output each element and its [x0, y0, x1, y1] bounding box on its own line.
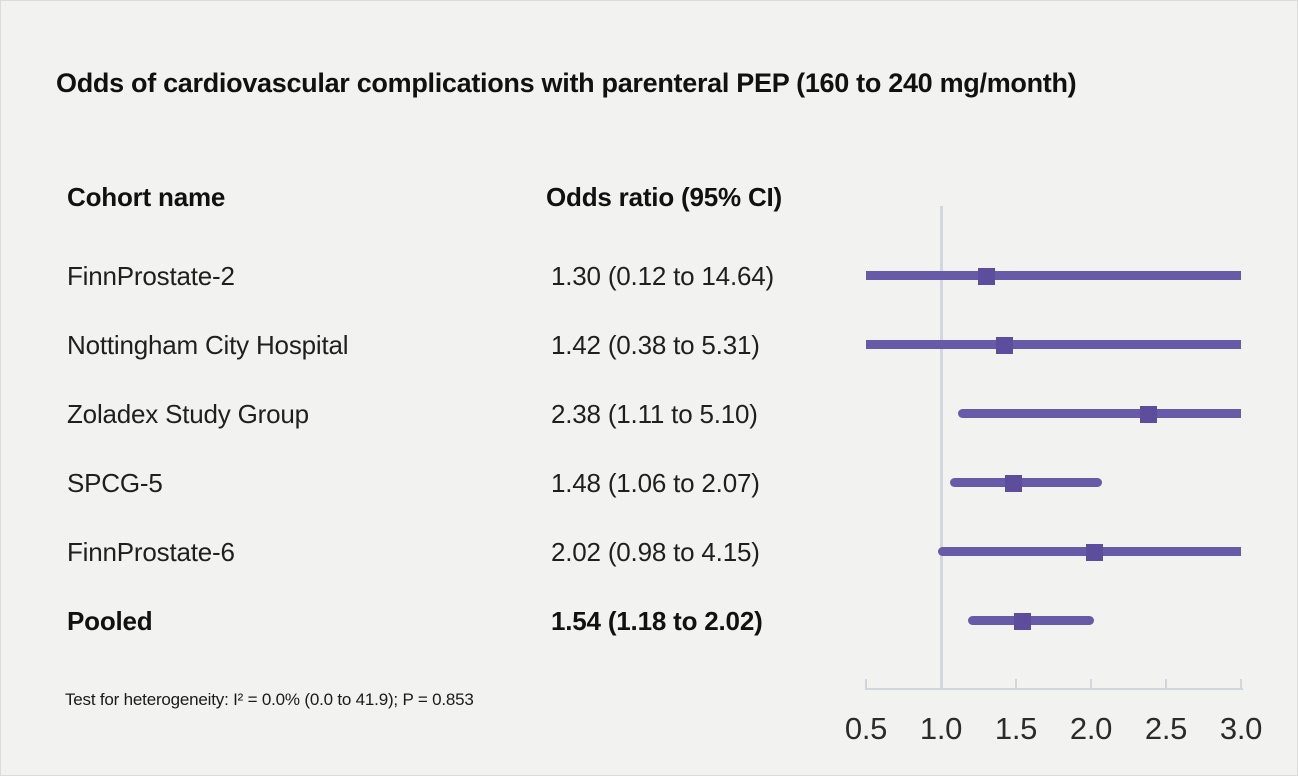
- cohort-label: SPCG-5: [67, 468, 163, 498]
- chart-title: Odds of cardiovascular complications wit…: [56, 68, 1077, 98]
- ci-bar: [866, 271, 1241, 280]
- x-axis-tick: [1090, 679, 1092, 690]
- point-estimate-marker: [1139, 405, 1157, 423]
- x-axis-tick-label: 1.5: [994, 711, 1038, 746]
- x-axis-tick: [1015, 679, 1017, 690]
- x-axis-tick: [940, 679, 942, 690]
- cohort-label: FinnProstate-6: [67, 537, 235, 567]
- x-axis-tick-label: 1.0: [919, 711, 963, 746]
- x-axis-tick: [1240, 679, 1242, 690]
- x-axis-tick-label: 0.5: [844, 711, 888, 746]
- pooled-estimate-marker: [1013, 612, 1031, 630]
- x-axis-tick-label: 2.0: [1069, 711, 1113, 746]
- cohort-label: Nottingham City Hospital: [67, 330, 349, 360]
- ci-bar: [866, 340, 1241, 349]
- point-estimate-marker: [1004, 474, 1022, 492]
- x-axis-tick-label: 3.0: [1219, 711, 1263, 746]
- x-axis-line: [865, 688, 1243, 690]
- ci-bar: [950, 478, 1102, 487]
- heterogeneity-footnote: Test for heterogeneity: I² = 0.0% (0.0 t…: [65, 690, 474, 709]
- point-estimate-marker: [1085, 543, 1103, 561]
- point-estimate-marker: [977, 267, 995, 285]
- x-axis-tick-label: 2.5: [1144, 711, 1188, 746]
- pooled-ci-bar: [968, 616, 1094, 625]
- ci-bar: [957, 409, 1241, 418]
- pooled-label: Pooled: [67, 606, 153, 636]
- or-value: 1.42 (0.38 to 5.31): [551, 330, 760, 360]
- cohort-label: FinnProstate-2: [67, 261, 235, 291]
- reference-line-or-1: [940, 206, 943, 690]
- x-axis-tick: [865, 679, 867, 690]
- or-value: 1.48 (1.06 to 2.07): [551, 468, 760, 498]
- x-axis-tick: [1165, 679, 1167, 690]
- or-value: 2.02 (0.98 to 4.15): [551, 537, 760, 567]
- pooled-or-value: 1.54 (1.18 to 2.02): [551, 606, 763, 636]
- or-value: 2.38 (1.11 to 5.10): [551, 399, 758, 429]
- cohort-column-header: Cohort name: [67, 182, 226, 212]
- point-estimate-marker: [995, 336, 1013, 354]
- odds-ratio-column-header: Odds ratio (95% CI): [546, 182, 783, 212]
- cohort-label: Zoladex Study Group: [67, 399, 309, 429]
- or-value: 1.30 (0.12 to 14.64): [551, 261, 774, 291]
